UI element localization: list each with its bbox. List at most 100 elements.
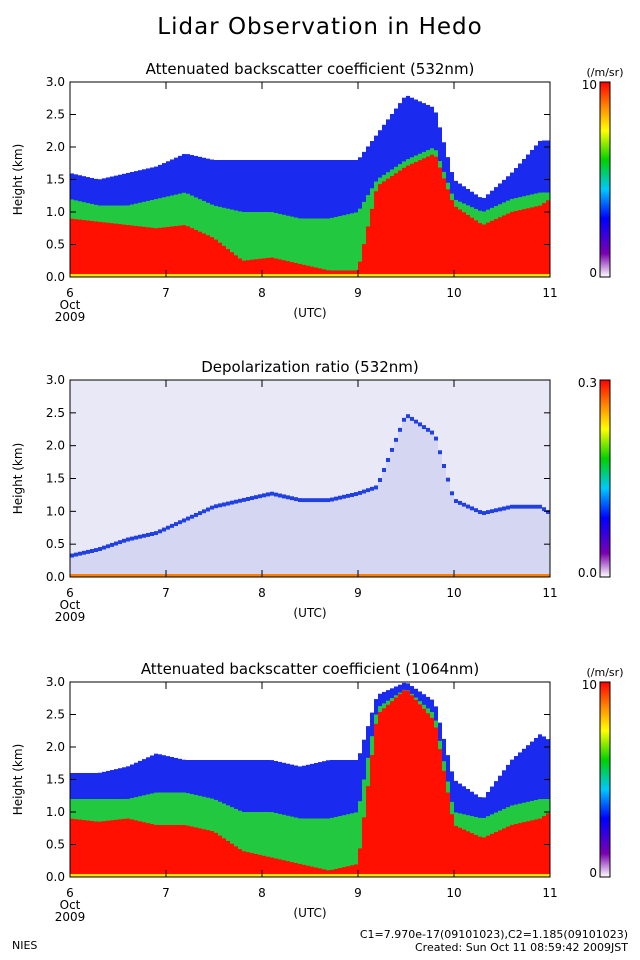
backscatter-green-layer <box>294 217 298 277</box>
backscatter-red-layer <box>94 821 98 877</box>
depol-lower-layer <box>386 461 390 575</box>
backscatter-green-layer <box>318 818 322 877</box>
backscatter-red-layer <box>142 226 146 277</box>
depol-lower-layer <box>390 451 394 575</box>
backscatter-green-layer <box>310 218 314 277</box>
depol-lower-layer <box>338 499 342 575</box>
backscatter-red-layer <box>470 833 474 877</box>
depol-layer-edge <box>86 549 90 554</box>
y-tick-label: 1.0 <box>46 504 65 518</box>
depol-layer-edge <box>278 493 282 498</box>
y-tick-label: 3.0 <box>46 675 65 689</box>
depol-layer-edge <box>414 419 418 424</box>
depol-layer-edge <box>286 495 290 500</box>
depol-lower-layer <box>70 557 74 575</box>
backscatter-red-layer <box>70 818 74 877</box>
backscatter-red-layer <box>306 265 310 277</box>
depol-lower-layer <box>154 535 158 575</box>
backscatter-red-layer <box>326 270 330 277</box>
backscatter-red-layer <box>130 225 134 277</box>
depol-layer-edge <box>178 520 182 525</box>
depol-layer-edge <box>322 498 326 503</box>
x-tick-label: 10 <box>446 286 461 300</box>
backscatter-red-layer <box>86 220 90 277</box>
depol-layer-edge <box>318 498 322 503</box>
backscatter-red-layer <box>178 225 182 277</box>
depol-lower-layer <box>510 508 514 575</box>
depol-lower-layer <box>142 537 146 575</box>
backscatter-red-layer <box>330 270 334 277</box>
depol-layer-edge <box>238 498 242 503</box>
backscatter-red-layer <box>342 270 346 277</box>
panel-title: Depolarization ratio (532nm) <box>201 358 419 376</box>
y-tick-label: 0.5 <box>46 537 65 551</box>
depol-lower-layer <box>298 502 302 575</box>
backscatter-red-layer <box>282 860 286 877</box>
backscatter-red-layer <box>402 690 406 877</box>
backscatter-red-layer <box>246 852 250 877</box>
backscatter-red-layer <box>126 225 130 277</box>
backscatter-red-layer <box>534 206 538 277</box>
y-tick-label: 3.0 <box>46 75 65 89</box>
backscatter-red-layer <box>350 270 354 277</box>
depol-layer-edge <box>462 502 466 507</box>
depol-layer-edge <box>442 463 446 468</box>
backscatter-red-layer <box>242 851 246 877</box>
backscatter-green-layer <box>222 207 226 277</box>
depol-lower-layer <box>254 499 258 575</box>
backscatter-red-layer <box>314 867 318 877</box>
depol-layer-edge <box>118 540 122 545</box>
depol-layer-edge <box>282 494 286 499</box>
backscatter-red-layer <box>498 830 502 877</box>
depol-layer-edge <box>482 511 486 516</box>
backscatter-green-layer <box>346 814 350 877</box>
depol-layer-edge <box>458 500 462 505</box>
backscatter-red-layer <box>438 749 442 877</box>
depol-layer-edge <box>434 436 438 441</box>
backscatter-red-layer <box>298 863 302 877</box>
backscatter-red-layer <box>458 827 462 877</box>
backscatter-red-layer <box>94 221 98 277</box>
depol-lower-layer <box>262 497 266 575</box>
depol-layer-edge <box>198 511 202 516</box>
depol-lower-layer <box>430 434 434 575</box>
depol-layer-edge <box>542 507 546 512</box>
backscatter-red-layer <box>370 208 374 277</box>
backscatter-green-layer <box>290 216 294 277</box>
depol-layer-edge <box>262 493 266 498</box>
depol-layer-edge <box>334 496 338 501</box>
backscatter-red-layer <box>102 222 106 277</box>
backscatter-red-layer <box>546 200 550 277</box>
depol-lower-layer <box>494 512 498 575</box>
depol-layer-edge <box>530 504 534 509</box>
backscatter-red-layer <box>522 209 526 277</box>
backscatter-red-layer <box>486 222 490 277</box>
backscatter-red-layer <box>178 825 182 877</box>
backscatter-red-layer <box>258 854 262 877</box>
depol-layer-edge <box>90 549 94 554</box>
backscatter-green-layer <box>334 816 338 877</box>
backscatter-red-layer <box>202 829 206 877</box>
backscatter-red-layer <box>82 820 86 877</box>
backscatter-red-layer <box>266 257 270 277</box>
backscatter-red-layer <box>114 223 118 277</box>
backscatter-red-layer <box>402 167 406 277</box>
depol-layer-edge <box>302 498 306 503</box>
backscatter-green-layer <box>290 816 294 877</box>
backscatter-red-layer <box>366 226 370 277</box>
backscatter-red-layer <box>358 848 362 877</box>
backscatter-red-layer <box>242 260 246 277</box>
depol-lower-layer <box>342 498 346 575</box>
depol-lower-layer <box>402 421 406 575</box>
depol-lower-layer <box>318 502 322 575</box>
backscatter-red-layer <box>294 863 298 877</box>
backscatter-red-layer <box>390 701 394 877</box>
backscatter-green-layer <box>242 812 246 877</box>
backscatter-green-layer <box>246 812 250 877</box>
backscatter-red-layer <box>150 824 154 877</box>
backscatter-green-layer <box>298 218 302 277</box>
backscatter-red-layer <box>334 868 338 877</box>
backscatter-red-layer <box>138 226 142 277</box>
depol-layer-edge <box>222 502 226 507</box>
depol-layer-edge <box>102 545 106 550</box>
